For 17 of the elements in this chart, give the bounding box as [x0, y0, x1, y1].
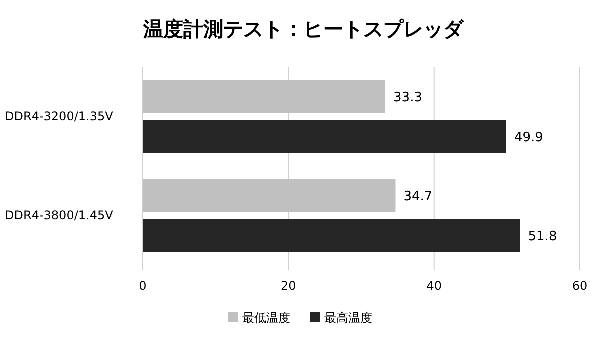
x-tick-label: 20 [281, 279, 296, 293]
legend-label: 最高温度 [324, 311, 372, 325]
data-label: 33.3 [394, 90, 422, 106]
x-tick-label: 0 [139, 279, 147, 293]
bar [143, 219, 520, 252]
chart-title: 温度計測テスト：ヒートスプレッダ [142, 17, 464, 41]
x-tick-label: 60 [572, 279, 588, 293]
bar [143, 120, 506, 153]
y-tick-label: DDR4-3800/1.45V [5, 208, 114, 222]
bar [143, 179, 396, 212]
data-label: 49.9 [514, 130, 544, 146]
data-label: 51.8 [528, 230, 558, 244]
y-tick-label: DDR4-3200/1.35V [5, 110, 114, 124]
data-label: 34.7 [404, 190, 433, 204]
legend-label: 最低温度 [242, 311, 290, 325]
bar [143, 80, 386, 113]
x-tick-label: 40 [426, 279, 442, 293]
